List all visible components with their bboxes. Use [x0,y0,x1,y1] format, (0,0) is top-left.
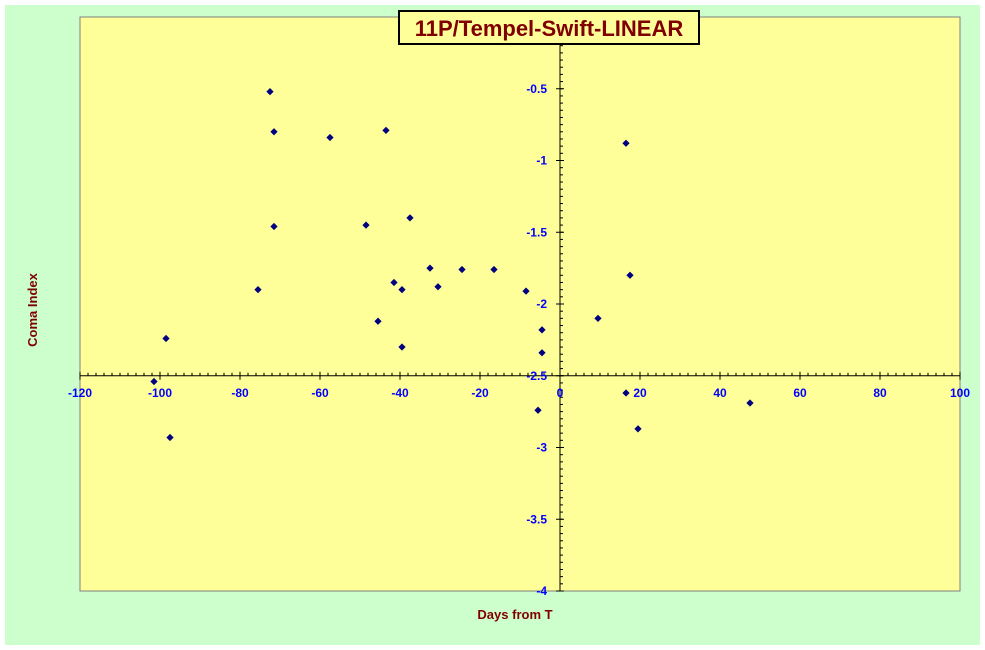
tick-labels: -120-100-80-60-40-200204060801000-0.5-1-… [68,10,970,598]
data-point [426,264,434,272]
chart-title-box: 11P/Tempel-Swift-LINEAR [398,10,700,45]
chart-title: 11P/Tempel-Swift-LINEAR [415,16,684,41]
data-point [390,278,398,287]
y-tick-label: -3.5 [526,512,547,526]
data-point [266,87,274,96]
data-point [162,334,170,343]
title-box [398,10,700,45]
x-tick-label: -20 [471,386,489,400]
data-point [458,265,466,274]
data-point [362,221,370,229]
x-tick-label: 0 [557,386,564,400]
x-tick-label: -120 [68,386,92,400]
data-point [382,126,390,134]
x-tick-label: -80 [231,386,249,400]
data-point [522,287,530,295]
data-point [398,343,406,351]
data-point [254,286,262,294]
data-point [634,425,642,433]
data-point [538,349,546,357]
x-tick-label: 20 [633,386,647,400]
data-point [538,326,546,334]
data-point [166,433,174,442]
x-tick-label: -60 [311,386,329,400]
data-point [150,377,158,386]
data-point [398,286,406,294]
y-tick-label: -3 [536,441,547,455]
data-point [622,389,630,397]
data-point [434,283,442,291]
data-point [594,314,602,322]
y-tick-label: -0.5 [526,82,547,96]
data-point [270,128,278,136]
x-tick-label: 80 [873,386,887,400]
data-point [374,317,382,325]
data-point [626,271,634,279]
y-tick-label: -2 [536,297,547,311]
data-points [150,87,754,442]
data-point [622,139,630,147]
y-tick-label: -1 [536,154,547,168]
x-tick-label: 60 [793,386,807,400]
data-point [490,265,498,274]
y-tick-label: -1.5 [526,225,547,239]
data-point [534,406,542,414]
data-point [746,399,754,407]
data-point [326,133,334,142]
axes [79,16,961,592]
data-point [406,214,414,222]
y-tick-label: -2.5 [526,369,547,383]
plot-area [79,16,961,592]
y-tick-label: -4 [536,584,547,598]
data-point [270,222,278,231]
x-axis-title: Days from T [477,607,552,622]
x-tick-label: 40 [713,386,727,400]
y-axis-title: Coma Index [25,272,40,346]
x-tick-label: 100 [950,386,970,400]
x-tick-label: -40 [391,386,409,400]
x-tick-label: -100 [148,386,172,400]
